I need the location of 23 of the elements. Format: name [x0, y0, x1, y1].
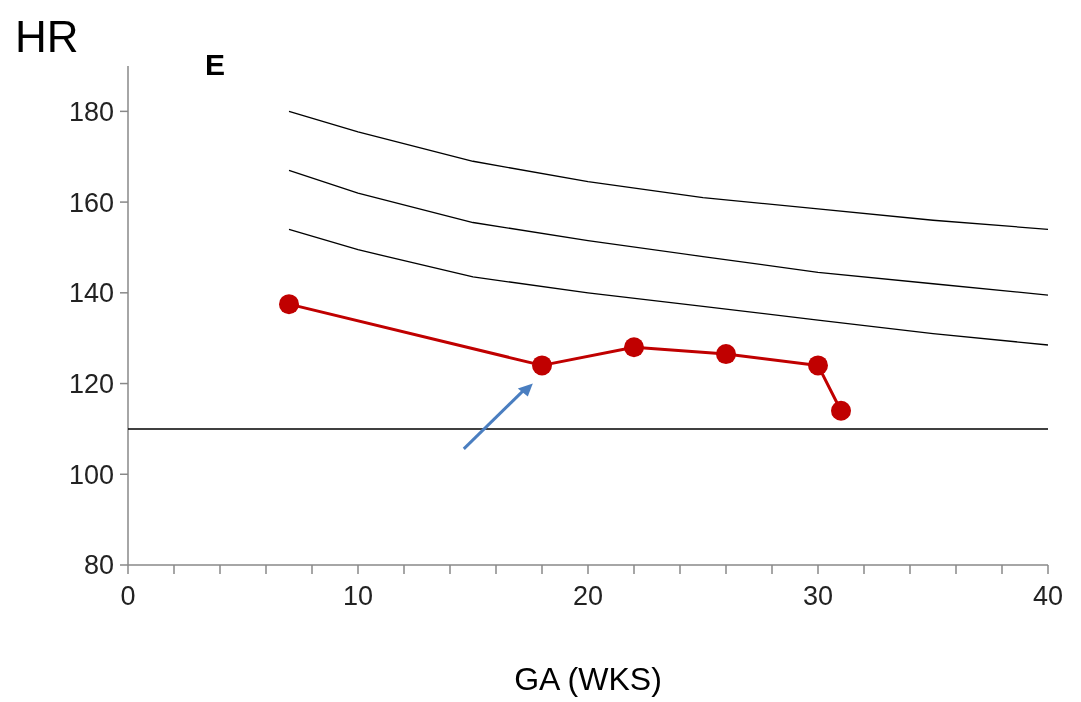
- line-series: [288, 228, 1049, 346]
- x-tick-label: 20: [572, 581, 604, 611]
- x-axis-title: GA (WKS): [514, 661, 662, 697]
- y-tick-label: 140: [68, 278, 114, 309]
- point: [808, 355, 828, 376]
- chart-title: E: [205, 48, 226, 81]
- point: [279, 294, 299, 315]
- x-tick-label: 10: [342, 581, 374, 611]
- x-tick-label: 0: [120, 581, 136, 611]
- x-tick-label: 40: [1032, 581, 1064, 611]
- y-tick-label: 100: [68, 459, 114, 490]
- point: [624, 337, 644, 358]
- y-tick-label: 160: [68, 187, 114, 218]
- point: [716, 344, 736, 365]
- x-tick-label: 30: [802, 581, 834, 611]
- line-series: [288, 110, 1049, 230]
- y-tick-label: 180: [68, 96, 114, 127]
- y-axis-title: HR: [15, 12, 79, 61]
- line-series: [288, 169, 1049, 296]
- y-tick-label: 120: [68, 369, 114, 399]
- point: [831, 400, 851, 421]
- y-tick-label: 80: [83, 550, 114, 581]
- point: [532, 355, 552, 376]
